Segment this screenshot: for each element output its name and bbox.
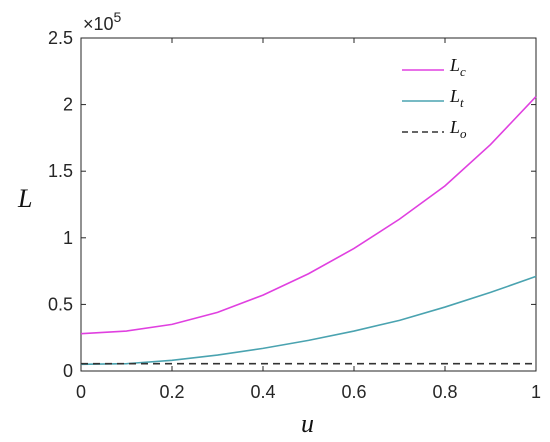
series-line-L-c: [80, 96, 537, 335]
y-tick-label: 1.5: [48, 161, 73, 181]
legend-label-subscript: c: [460, 64, 466, 79]
x-tick-label: 0.2: [159, 382, 184, 402]
y-tick-label: 2: [63, 95, 73, 115]
x-tick-label: 0.4: [250, 382, 275, 402]
y-axis-label: L: [17, 184, 32, 213]
plot-area: [80, 37, 537, 372]
x-tick-label: 0: [76, 382, 86, 402]
series-lines: [80, 96, 537, 366]
x-tick-label: 0.6: [341, 382, 366, 402]
legend-label: Lo: [449, 117, 467, 141]
legend-label-subscript: t: [460, 95, 464, 110]
y-tick-label: 1: [63, 228, 73, 248]
x-tick-label: 1: [531, 382, 541, 402]
legend-label-subscript: o: [460, 126, 467, 141]
x-axis-label: u: [301, 409, 314, 438]
x-tick-label: 0.8: [432, 382, 457, 402]
legend-label-main: L: [449, 117, 460, 137]
legend-label-main: L: [449, 55, 460, 75]
legend-label: Lt: [449, 86, 464, 110]
series-line-L-t: [80, 275, 537, 366]
y-tick-label: 0.5: [48, 294, 73, 314]
axis-ticks: [80, 37, 537, 372]
legend-label: Lc: [449, 55, 466, 79]
y-tick-label: 0: [63, 361, 73, 381]
y-multiplier: ×105: [83, 9, 122, 34]
y-tick-label: 2.5: [48, 28, 73, 48]
tick-labels: 0 0.2 0.4 0.6 0.8 1 0 0.5 1 1.5 2 2.5: [48, 28, 541, 402]
legend-label-main: L: [449, 86, 460, 106]
